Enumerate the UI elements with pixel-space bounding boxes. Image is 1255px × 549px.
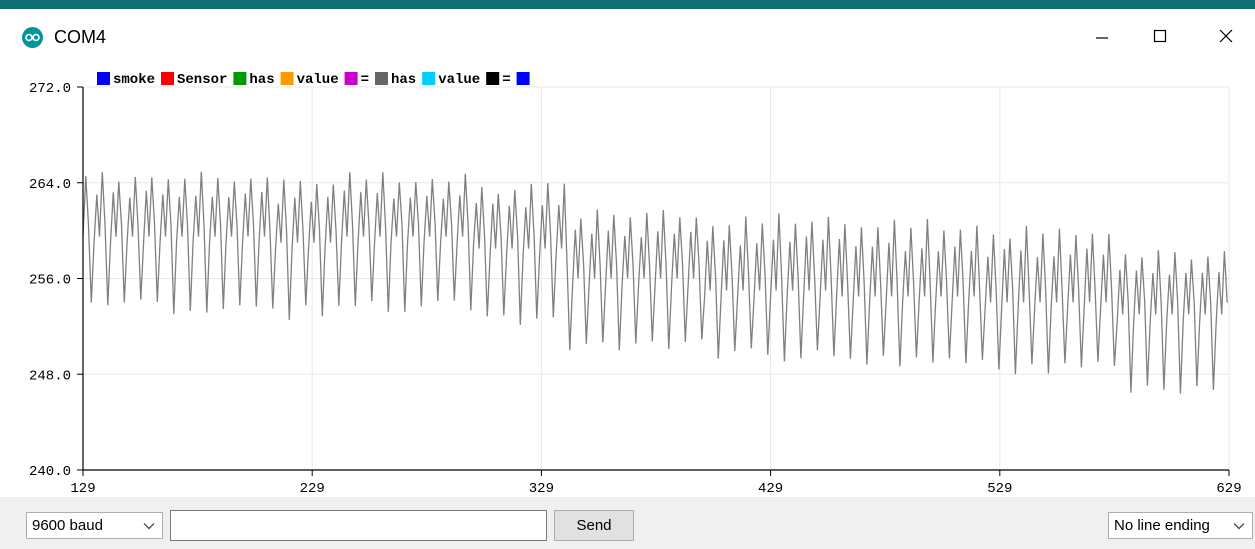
plot-area: 272.0 264.0 256.0 248.0 240.0 129 229 329 429 529… (0, 64, 1255, 497)
legend-swatch (97, 72, 110, 85)
chevron-down-icon (142, 514, 156, 538)
close-button[interactable] (1197, 18, 1255, 58)
legend-swatch (486, 72, 500, 85)
legend-label: Sensor (177, 72, 227, 88)
legend-swatch (233, 72, 247, 85)
close-icon (1218, 28, 1234, 49)
x-tick-label: 129 (70, 481, 95, 497)
legend-label: value (438, 72, 480, 88)
baud-rate-value: 9600 baud (32, 517, 103, 534)
line-ending-value: No line ending (1114, 517, 1210, 534)
y-tick-label: 256.0 (29, 273, 71, 289)
maximize-icon (1153, 29, 1167, 48)
legend-swatch (516, 72, 530, 85)
legend-swatch (161, 72, 174, 85)
x-tick-label: 629 (1216, 481, 1241, 497)
y-tick-label: 272.0 (29, 81, 71, 97)
x-tick-label: 229 (300, 481, 325, 497)
window-title: COM4 (54, 27, 107, 47)
legend-label: has (391, 72, 416, 88)
minimize-button[interactable] (1073, 18, 1131, 58)
y-tick-label: 248.0 (29, 368, 71, 384)
x-tick-label: 429 (758, 481, 783, 497)
legend-label: value (297, 72, 339, 88)
y-tick-label: 264.0 (29, 177, 71, 193)
send-button[interactable]: Send (554, 510, 634, 541)
x-tick-label: 329 (529, 481, 554, 497)
line-ending-select[interactable]: No line ending (1108, 512, 1253, 539)
legend-label: has (249, 72, 274, 88)
title-bar[interactable]: COM4 (0, 9, 1255, 64)
arduino-infinity-icon (22, 27, 43, 48)
series-line-has (82, 171, 1228, 394)
legend-label: = (361, 72, 369, 88)
bottom-toolbar: 9600 baud Send No line ending (0, 497, 1255, 549)
legend-swatch (375, 72, 388, 85)
legend-swatch (280, 72, 294, 85)
legend-label: smoke (113, 72, 155, 88)
baud-rate-select[interactable]: 9600 baud (26, 512, 163, 539)
y-tick-label: 240.0 (29, 464, 71, 480)
maximize-button[interactable] (1131, 18, 1189, 58)
send-input[interactable] (170, 510, 547, 541)
legend-swatch (422, 72, 436, 85)
legend-swatch (344, 72, 358, 85)
x-tick-label: 529 (987, 481, 1012, 497)
chevron-down-icon (1232, 514, 1246, 538)
window-top-strip (0, 0, 1255, 9)
minimize-icon (1095, 29, 1109, 48)
legend-label: = (502, 72, 510, 88)
